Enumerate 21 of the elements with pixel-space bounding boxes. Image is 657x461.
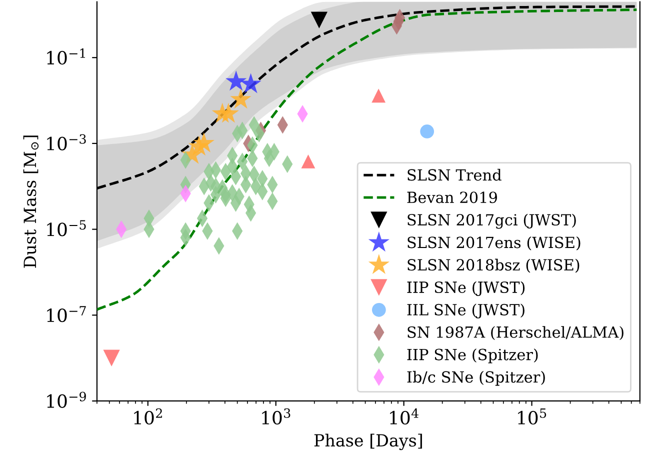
x-tick-label: 10$^{4}$ bbox=[390, 408, 418, 425]
x-axis-title: Phase [Days] bbox=[314, 434, 422, 450]
legend-label: IIP SNe (JWST) bbox=[407, 281, 525, 296]
x-tick-label: 10$^{2}$ bbox=[134, 408, 162, 425]
x-tick-label: 10$^{3}$ bbox=[262, 408, 290, 425]
legend-label: SLSN 2018bsz (WISE) bbox=[408, 258, 580, 273]
legend-label: Bevan 2019 bbox=[407, 192, 497, 204]
y-axis-title: Dust Mass [M$_{⊙}$] bbox=[23, 136, 39, 268]
y-tick-label: 10$^{−1}$ bbox=[47, 48, 85, 65]
legend-label: SLSN 2017gci (JWST) bbox=[408, 214, 576, 229]
legend-label: SLSN 2017ens (WISE) bbox=[408, 236, 580, 250]
legend-label: Ib/c SNe (Spitzer) bbox=[407, 370, 545, 386]
x-tick-label: 10$^{5}$ bbox=[518, 408, 546, 425]
y-tick-label: 10$^{−3}$ bbox=[47, 134, 86, 150]
y-tick-label: 10$^{−7}$ bbox=[47, 306, 86, 322]
y-tick-label: 10$^{−5}$ bbox=[47, 220, 86, 236]
legend-label: IIL SNe (JWST) bbox=[407, 304, 524, 318]
y-tick-label: 10$^{−9}$ bbox=[47, 392, 86, 408]
legend-label: SLSN Trend bbox=[408, 168, 502, 181]
legend-label: SN 1987A (Herschel/ALMA) bbox=[408, 326, 624, 340]
legend-label: IIP SNe (Spitzer) bbox=[407, 348, 538, 364]
